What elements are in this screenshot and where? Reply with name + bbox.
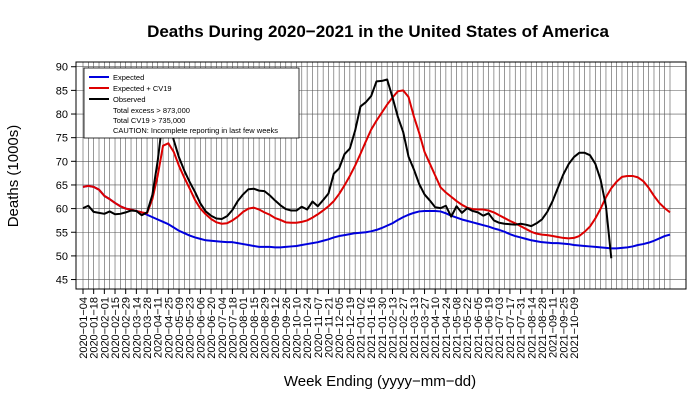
x-tick-label: 2020−10−10 bbox=[291, 297, 303, 359]
x-tick-label: 2020−07−04 bbox=[217, 297, 229, 359]
x-tick-label: 2020−08−01 bbox=[238, 297, 250, 359]
x-tick-label: 2021−02−27 bbox=[398, 297, 410, 359]
x-tick-label: 2021−03−27 bbox=[420, 297, 432, 359]
x-axis-ticks: 2020−01−042020−01−182020−02−012020−02−15… bbox=[78, 289, 581, 359]
x-tick-label: 2021−05−22 bbox=[462, 297, 474, 359]
x-tick-label: 2021−04−10 bbox=[430, 297, 442, 359]
x-tick-label: 2020−01−18 bbox=[89, 297, 101, 359]
y-tick-label: 65 bbox=[56, 180, 68, 192]
x-tick-label: 2020−08−29 bbox=[259, 297, 271, 359]
x-tick-label: 2021−09−11 bbox=[548, 297, 560, 358]
x-tick-label: 2020−08−15 bbox=[249, 297, 261, 359]
x-tick-label: 2021−10−09 bbox=[569, 297, 581, 359]
x-tick-label: 2021−07−17 bbox=[505, 297, 517, 359]
y-tick-label: 85 bbox=[56, 85, 68, 97]
series-line-expected-cv19 bbox=[82, 89, 671, 240]
x-tick-label: 2020−06−20 bbox=[206, 297, 218, 359]
x-tick-label: 2020−05−09 bbox=[174, 297, 186, 359]
x-tick-label: 2020−11−21 bbox=[323, 297, 335, 358]
x-tick-label: 2020−12−05 bbox=[334, 297, 346, 359]
y-tick-label: 90 bbox=[56, 62, 68, 74]
y-tick-label: 60 bbox=[56, 204, 68, 216]
y-axis-label: Deaths (1000s) bbox=[5, 125, 22, 228]
y-tick-label: 55 bbox=[56, 227, 68, 239]
x-tick-label: 2021−02−13 bbox=[388, 297, 400, 359]
x-tick-label: 2021−01−30 bbox=[377, 297, 389, 359]
x-tick-label: 2020−07−18 bbox=[227, 297, 239, 359]
legend-note-total-excess: Total excess > 873,000 bbox=[113, 106, 190, 115]
x-tick-label: 2021−03−13 bbox=[409, 297, 421, 359]
x-tick-label: 2020−04−25 bbox=[163, 297, 175, 359]
legend-label-expected-cv19: Expected + CV19 bbox=[113, 84, 172, 93]
x-tick-label: 2020−02−29 bbox=[121, 297, 133, 359]
x-tick-label: 2020−10−24 bbox=[302, 297, 314, 359]
x-tick-label: 2021−09−25 bbox=[558, 297, 570, 359]
x-tick-label: 2021−04−24 bbox=[441, 297, 453, 359]
x-tick-label: 2020−06−06 bbox=[195, 297, 207, 359]
legend-note-total-cv19: Total CV19 > 735,000 bbox=[113, 116, 185, 125]
x-tick-label: 2020−12−19 bbox=[345, 297, 357, 359]
x-tick-label: 2021−08−14 bbox=[526, 297, 538, 359]
x-tick-label: 2020−05−23 bbox=[185, 297, 197, 359]
y-tick-label: 70 bbox=[56, 156, 68, 168]
plot-frame bbox=[75, 61, 687, 290]
x-tick-label: 2021−06−05 bbox=[473, 297, 485, 359]
x-tick-label: 2021−05−08 bbox=[452, 297, 464, 359]
x-tick-label: 2020−02−01 bbox=[99, 297, 111, 359]
x-tick-label: 2020−02−15 bbox=[110, 297, 122, 359]
x-tick-label: 2020−03−14 bbox=[131, 297, 143, 359]
x-tick-label: 2020−03−28 bbox=[142, 297, 154, 359]
legend-label-observed: Observed bbox=[113, 95, 146, 104]
legend-box bbox=[83, 67, 300, 139]
x-tick-label: 2021−06−19 bbox=[484, 297, 496, 359]
legend: Expected Expected + CV19 Observed Total … bbox=[83, 67, 300, 139]
legend-label-expected: Expected bbox=[113, 73, 144, 82]
y-tick-label: 75 bbox=[56, 133, 68, 145]
x-tick-label: 2021−08−28 bbox=[537, 297, 549, 359]
x-tick-label: 2021−07−03 bbox=[494, 297, 506, 359]
x-tick-label: 2020−09−12 bbox=[270, 297, 282, 359]
chart-title: Deaths During 2020−2021 in the United St… bbox=[147, 22, 609, 41]
x-tick-label: 2021−01−16 bbox=[366, 297, 378, 359]
x-axis-label: Week Ending (yyyy−mm−dd) bbox=[284, 373, 476, 390]
x-tick-label: 2020−11−07 bbox=[313, 297, 325, 358]
y-axis-ticks: 45 50 55 60 65 70 75 80 85 90 bbox=[56, 62, 76, 287]
x-tick-label: 2021−01−02 bbox=[355, 297, 367, 359]
x-tick-label: 2021−07−31 bbox=[516, 297, 528, 359]
y-tick-label: 50 bbox=[56, 251, 68, 263]
series-line-expected bbox=[82, 184, 671, 250]
x-tick-label: 2020−09−26 bbox=[281, 297, 293, 359]
legend-note-caution: CAUTION: Incomplete reporting in last fe… bbox=[113, 126, 278, 135]
y-tick-label: 45 bbox=[56, 275, 68, 287]
x-tick-label: 2020−01−04 bbox=[78, 297, 90, 359]
y-tick-label: 80 bbox=[56, 109, 68, 121]
x-tick-label: 2020−04−11 bbox=[153, 297, 165, 358]
